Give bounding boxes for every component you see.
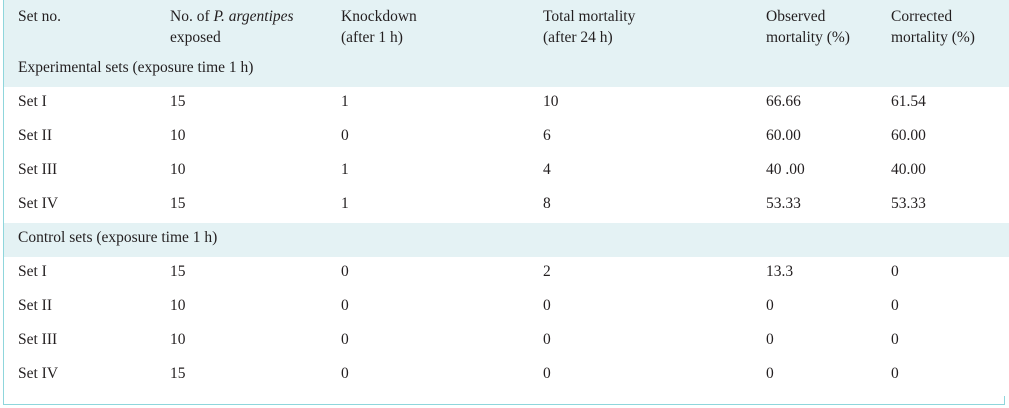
cell-total: 8 [543, 195, 551, 212]
cell-total: 4 [543, 161, 551, 178]
cell-observed: 66.66 [766, 93, 801, 110]
table-row: Set II 10 0 0 0 0 [4, 291, 1009, 325]
table-row: Set III 10 1 4 40 .00 40.00 [4, 155, 1009, 189]
cell-knockdown: 0 [341, 365, 349, 382]
header-exposed-species: P. argentipes [213, 8, 294, 25]
section-title-control: Control sets (exposure time 1 h) [18, 229, 218, 246]
header-observed-line1: Observed [766, 8, 826, 25]
cell-knockdown: 0 [341, 127, 349, 144]
cell-exposed: 15 [170, 365, 186, 382]
header-exposed-line1: No. of P. argentipes [170, 6, 341, 27]
cell-exposed: 15 [170, 263, 186, 280]
cell-corrected: 60.00 [891, 127, 926, 144]
cell-corrected: 0 [891, 365, 899, 382]
cell-observed: 60.00 [766, 127, 801, 144]
cell-corrected: 0 [891, 331, 899, 348]
header-total-line2: (after 24 h) [543, 29, 613, 46]
cell-set: Set IV [18, 365, 59, 382]
cell-corrected: 0 [891, 263, 899, 280]
table-row: Set I 15 0 2 13.3 0 [4, 257, 1009, 291]
cell-exposed: 10 [170, 297, 186, 314]
cell-observed: 0 [766, 365, 774, 382]
header-exposed-prefix: No. of [170, 8, 210, 25]
cell-total: 0 [543, 297, 551, 314]
cell-knockdown: 0 [341, 297, 349, 314]
cell-set: Set IV [18, 195, 59, 212]
header-observed-line2: mortality (%) [766, 29, 850, 46]
table-row: Set IV 15 1 8 53.33 53.33 [4, 189, 1009, 223]
header-observed-mortality: Observed mortality (%) [766, 0, 891, 53]
header-corrected-line2: mortality (%) [891, 29, 975, 46]
cell-observed: 53.33 [766, 195, 801, 212]
cell-set: Set I [18, 263, 47, 280]
section-row-experimental: Experimental sets (exposure time 1 h) [4, 53, 1009, 87]
header-total-line1: Total mortality [543, 8, 636, 25]
cell-exposed: 15 [170, 93, 186, 110]
cell-exposed: 10 [170, 331, 186, 348]
cell-corrected: 53.33 [891, 195, 926, 212]
cell-knockdown: 1 [341, 195, 349, 212]
cell-exposed: 10 [170, 127, 186, 144]
cell-total: 6 [543, 127, 551, 144]
table-row: Set III 10 0 0 0 0 [4, 325, 1009, 359]
cell-total: 10 [543, 93, 559, 110]
cell-exposed: 15 [170, 195, 186, 212]
cell-knockdown: 0 [341, 331, 349, 348]
header-knockdown-line2: (after 1 h) [341, 29, 403, 46]
header-corrected-mortality: Corrected mortality (%) [891, 0, 1009, 53]
cell-observed: 40 .00 [766, 161, 805, 178]
cell-knockdown: 1 [341, 93, 349, 110]
header-exposed: No. of P. argentipes exposed [170, 0, 341, 53]
cell-set: Set III [18, 161, 58, 178]
header-knockdown-line1: Knockdown [341, 8, 417, 25]
cell-corrected: 61.54 [891, 93, 926, 110]
cell-set: Set II [18, 127, 53, 144]
cell-set: Set III [18, 331, 58, 348]
section-row-control: Control sets (exposure time 1 h) [4, 223, 1009, 257]
table-row: Set I 15 1 10 66.66 61.54 [4, 87, 1009, 121]
header-set-no-label: Set no. [18, 8, 62, 25]
cell-knockdown: 1 [341, 161, 349, 178]
header-total-mortality: Total mortality (after 24 h) [543, 0, 766, 53]
mortality-table: Set no. No. of P. argentipes exposed Kno… [4, 0, 1009, 396]
cell-knockdown: 0 [341, 263, 349, 280]
cell-total: 2 [543, 263, 551, 280]
header-exposed-line2: exposed [170, 29, 221, 46]
table-header-row: Set no. No. of P. argentipes exposed Kno… [4, 0, 1009, 53]
header-set-no: Set no. [4, 0, 170, 53]
cell-observed: 0 [766, 331, 774, 348]
section-title-experimental: Experimental sets (exposure time 1 h) [18, 59, 254, 76]
cell-exposed: 10 [170, 161, 186, 178]
cell-set: Set I [18, 93, 47, 110]
cell-observed: 0 [766, 297, 774, 314]
table-row: Set IV 15 0 0 0 0 [4, 359, 1009, 396]
header-corrected-line1: Corrected [891, 8, 953, 25]
cell-observed: 13.3 [766, 263, 794, 280]
cell-total: 0 [543, 331, 551, 348]
table-frame: Set no. No. of P. argentipes exposed Kno… [3, 0, 1009, 405]
header-knockdown: Knockdown (after 1 h) [341, 0, 543, 53]
cell-corrected: 0 [891, 297, 899, 314]
cell-set: Set II [18, 297, 53, 314]
cell-corrected: 40.00 [891, 161, 926, 178]
cell-total: 0 [543, 365, 551, 382]
table-row: Set II 10 0 6 60.00 60.00 [4, 121, 1009, 155]
